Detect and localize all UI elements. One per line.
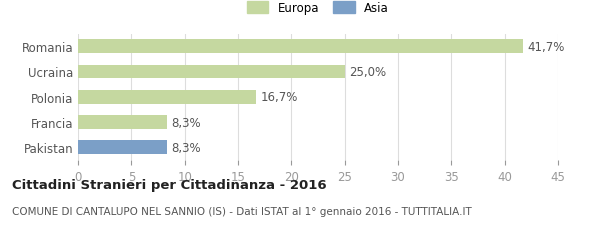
Bar bbox=[78, 141, 167, 155]
Legend: Europa, Asia: Europa, Asia bbox=[244, 0, 392, 18]
Text: 25,0%: 25,0% bbox=[349, 66, 386, 79]
Bar bbox=[78, 90, 256, 104]
Text: COMUNE DI CANTALUPO NEL SANNIO (IS) - Dati ISTAT al 1° gennaio 2016 - TUTTITALIA: COMUNE DI CANTALUPO NEL SANNIO (IS) - Da… bbox=[12, 206, 472, 216]
Bar bbox=[78, 116, 167, 129]
Text: 8,3%: 8,3% bbox=[171, 116, 200, 129]
Bar bbox=[78, 65, 344, 79]
Text: 16,7%: 16,7% bbox=[260, 91, 298, 104]
Text: Cittadini Stranieri per Cittadinanza - 2016: Cittadini Stranieri per Cittadinanza - 2… bbox=[12, 179, 326, 192]
Bar bbox=[78, 40, 523, 54]
Text: 41,7%: 41,7% bbox=[527, 41, 565, 53]
Text: 8,3%: 8,3% bbox=[171, 141, 200, 154]
